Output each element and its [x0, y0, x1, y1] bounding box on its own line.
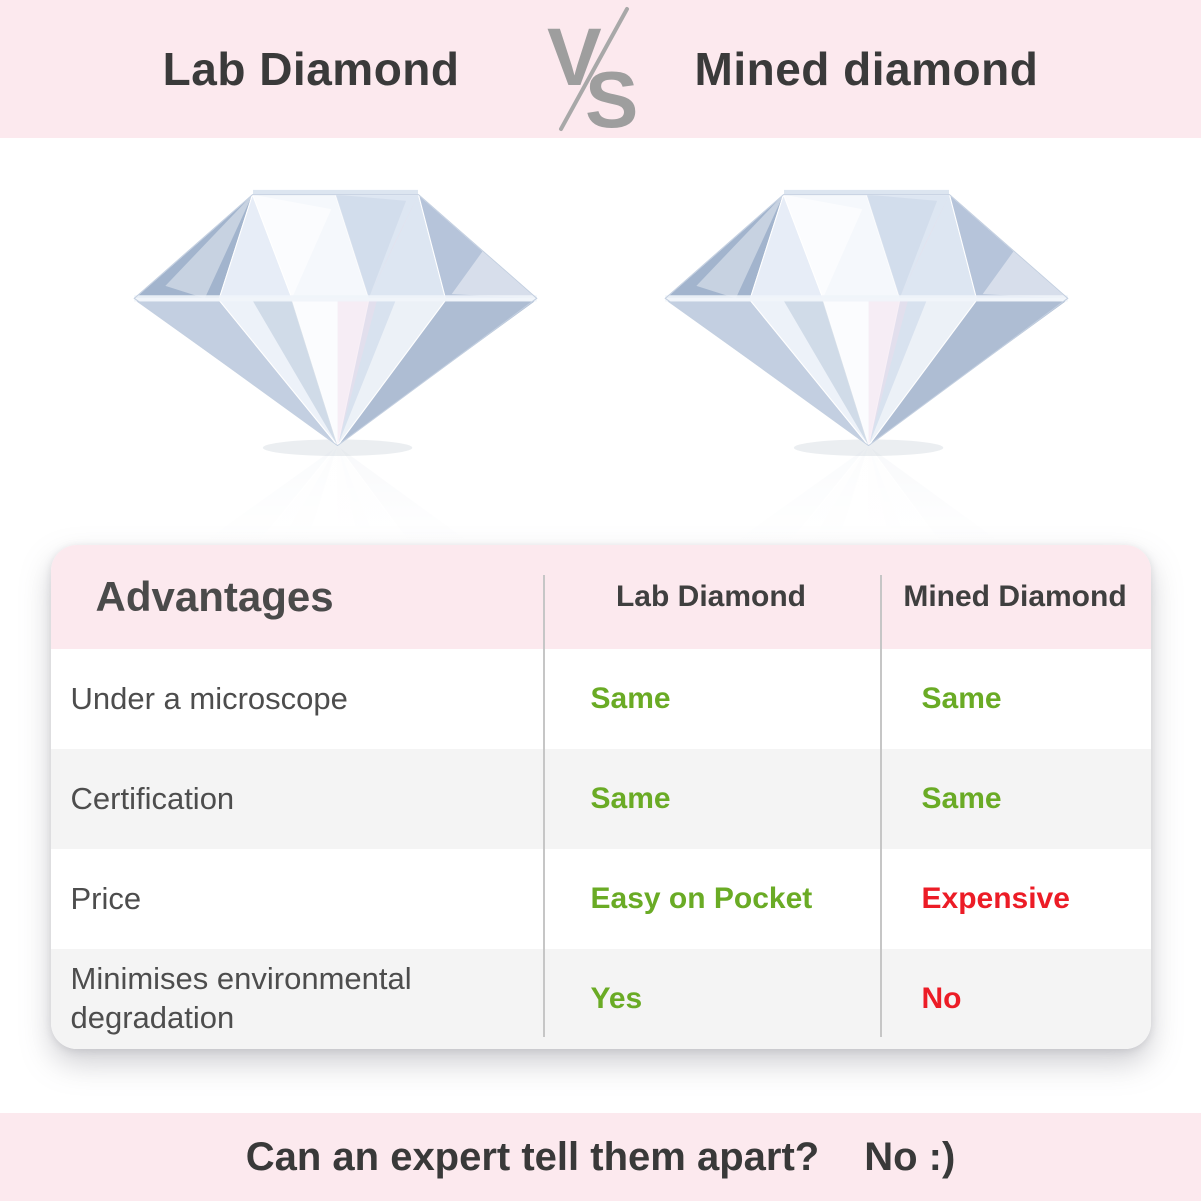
table-header: Advantages Lab Diamond Mined Diamond	[50, 545, 1151, 649]
table-row: Price Easy on Pocket Expensive	[50, 849, 1151, 949]
column-divider	[879, 575, 882, 1037]
table-row: Minimises environmental degradation Yes …	[50, 949, 1151, 1049]
banner-title-left: Lab Diamond	[162, 43, 460, 95]
header-mined-diamond: Mined Diamond	[903, 580, 1127, 613]
vs-letter-s: S	[585, 55, 638, 133]
row-label: Minimises environmental degradation	[70, 961, 412, 1035]
lab-value-cell: Yes	[590, 982, 643, 1015]
header-lab-diamond: Lab Diamond	[615, 580, 806, 613]
top-banner: Lab Diamond V S Mined diamond	[0, 0, 1201, 138]
row-label: Under a microscope	[70, 680, 348, 716]
vs-icon: V S	[535, 5, 650, 133]
comparison-card: Advantages Lab Diamond Mined Diamond Und…	[50, 545, 1151, 1049]
lab-value-cell: Same	[590, 682, 671, 715]
header-advantages: Advantages	[95, 573, 334, 620]
footer-answer: No :)	[864, 1134, 956, 1179]
row-label: Price	[70, 880, 142, 916]
lab-diamond-image	[128, 178, 543, 539]
table-row: Under a microscope Same Same	[50, 649, 1151, 749]
diamond-images-row	[0, 178, 1201, 539]
table-row: Certification Same Same	[50, 749, 1151, 849]
mined-value-cell: Expensive	[921, 882, 1070, 915]
vs-letter-v: V	[547, 12, 602, 103]
mined-value-cell: No	[921, 982, 962, 1015]
footer-question: Can an expert tell them apart?	[245, 1134, 820, 1179]
column-divider	[542, 575, 545, 1037]
mined-diamond-image	[659, 178, 1074, 539]
lab-value-cell: Easy on Pocket	[590, 882, 813, 915]
row-label: Certification	[70, 780, 235, 816]
mined-value-cell: Same	[921, 682, 1002, 715]
banner-title-right: Mined diamond	[694, 43, 1039, 95]
mined-value-cell: Same	[921, 782, 1002, 815]
footer-banner: Can an expert tell them apart? No :)	[0, 1113, 1201, 1201]
lab-value-cell: Same	[590, 782, 671, 815]
